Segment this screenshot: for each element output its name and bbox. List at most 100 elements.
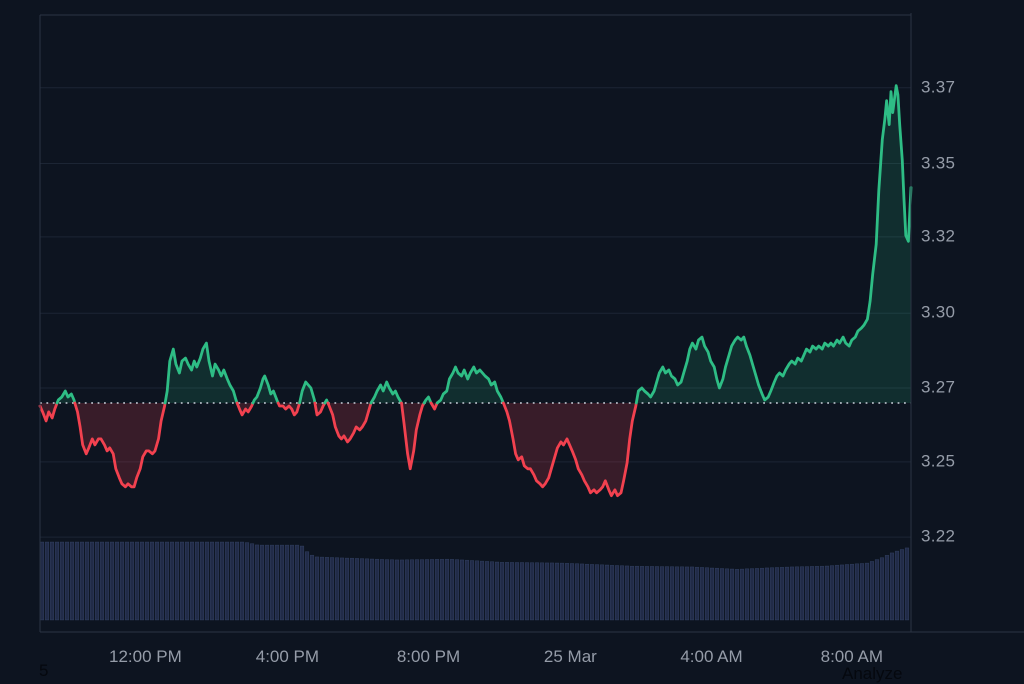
volume-bar: [444, 558, 450, 621]
price-tick-label: 3.37: [921, 77, 956, 97]
volume-bar: [404, 559, 410, 621]
price-tick-label: 3.35: [921, 153, 956, 173]
volume-bar: [109, 541, 115, 621]
volume-bar: [429, 559, 435, 621]
price-line-down: [400, 401, 426, 471]
price-area-down: [74, 403, 166, 487]
volume-bar: [844, 564, 850, 621]
volume-bar: [709, 567, 715, 621]
volume-bar: [594, 564, 600, 621]
volume-bar: [484, 561, 490, 621]
volume-bar: [574, 563, 580, 621]
price-tick-label: 3.32: [921, 226, 956, 246]
volume-bar: [389, 559, 395, 621]
volume-bar: [299, 545, 305, 621]
volume-bar: [889, 552, 895, 621]
volume-bar: [579, 563, 585, 621]
price-tick-label: 3.27: [921, 377, 956, 397]
price-line-down: [501, 401, 638, 498]
volume-bar: [534, 562, 540, 621]
volume-bar: [564, 563, 570, 621]
volume-bar: [464, 559, 470, 621]
volume-bar: [194, 541, 200, 621]
volume-bar: [434, 559, 440, 621]
volume-bar: [159, 541, 165, 621]
volume-bar: [399, 559, 405, 621]
volume-bar: [124, 541, 130, 621]
volume-bar: [879, 557, 885, 621]
volume-bar: [214, 541, 220, 621]
volume-bar: [114, 541, 120, 621]
volume-bar: [604, 564, 610, 621]
volume-bar: [379, 559, 385, 621]
volume-bar: [259, 544, 265, 621]
volume-bar: [869, 561, 875, 621]
price-line-down: [235, 401, 255, 417]
volume-bar: [544, 562, 550, 621]
volume-bar: [729, 568, 735, 621]
volume-bar: [59, 541, 65, 621]
price-line-up: [435, 365, 505, 405]
volume-bar: [524, 562, 530, 621]
volume-bar: [134, 541, 140, 621]
price-line-up: [251, 374, 280, 405]
analyze-button[interactable]: Analyze: [842, 664, 903, 683]
volume-bar: [514, 562, 520, 621]
volume-bar: [759, 567, 765, 621]
volume-bar: [139, 541, 145, 621]
volume-bar: [764, 567, 770, 621]
price-line-down: [326, 401, 373, 444]
time-tick-label: 12:00 PM: [109, 647, 182, 666]
volume-bar: [584, 563, 590, 621]
volume-bar: [714, 567, 720, 621]
price-area-up: [636, 85, 911, 403]
volume-bar: [264, 544, 270, 621]
volume-bar: [624, 565, 630, 621]
volume-bar: [224, 541, 230, 621]
volume-bar: [44, 541, 50, 621]
volume-bar: [739, 568, 745, 621]
volume-bar: [829, 565, 835, 621]
volume-bar: [69, 541, 75, 621]
volume-bar: [809, 566, 815, 621]
volume-bar: [94, 541, 100, 621]
volume-bar: [499, 562, 505, 621]
volume-bar: [104, 541, 110, 621]
volume-bar: [654, 566, 660, 621]
time-tick-label: 8:00 PM: [396, 647, 461, 666]
volume-bar: [154, 541, 160, 621]
volume-bar: [589, 564, 595, 621]
volume-bar: [629, 565, 635, 621]
time-tick-label: 8:00 AM: [820, 647, 883, 666]
volume-bar: [774, 567, 780, 621]
volume-bar: [89, 541, 95, 621]
price-line-down: [276, 401, 302, 417]
volume-bar: [229, 541, 235, 621]
price-line-down: [73, 401, 167, 489]
volume-bar: [779, 567, 785, 621]
price-area-up: [253, 376, 279, 403]
volume-bar: [394, 559, 400, 621]
volume-bar: [659, 566, 665, 621]
volume-bar: [344, 557, 350, 621]
volume-bar: [744, 568, 750, 621]
volume-bar: [894, 550, 900, 621]
volume-bar: [824, 565, 830, 621]
timeframe-indicator[interactable]: 5: [39, 661, 49, 680]
price-area-up: [57, 391, 75, 403]
volume-bar: [454, 559, 460, 621]
time-tick-label: 4:00 AM: [680, 647, 743, 666]
volume-bar: [609, 565, 615, 621]
price-tick-label: 3.30: [921, 302, 956, 322]
volume-bar: [834, 564, 840, 621]
volume-bar: [174, 541, 180, 621]
volume-bar: [199, 541, 205, 621]
volume-bar: [884, 555, 890, 621]
volume-bar: [704, 567, 710, 621]
price-line-up: [634, 84, 913, 405]
volume-bar: [74, 541, 80, 621]
volume-bar: [329, 557, 335, 621]
volume-bar: [849, 563, 855, 621]
volume-bar: [354, 558, 360, 621]
